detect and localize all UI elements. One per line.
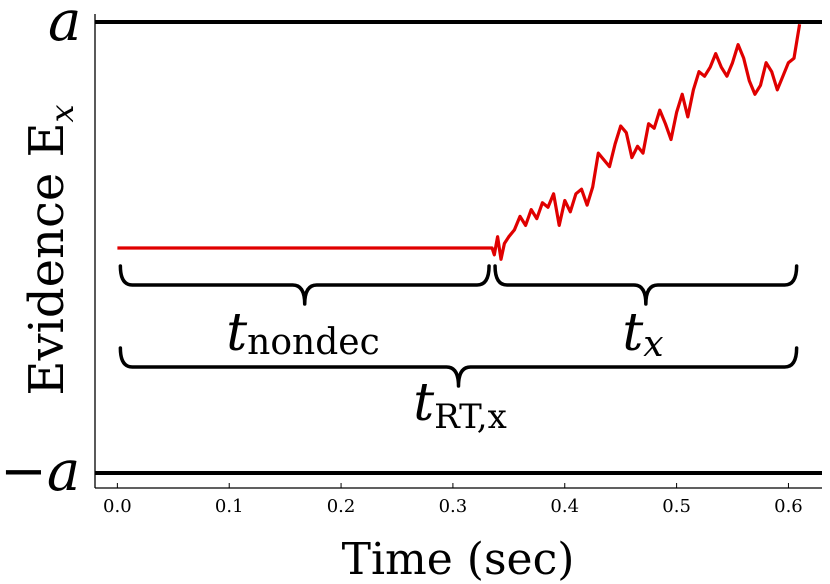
t-nondec-sub: nondec — [247, 322, 380, 363]
t-x-main: t — [622, 303, 643, 363]
x-tick-label: 0.0 — [103, 496, 132, 517]
x-tick-label: 0.6 — [774, 496, 803, 517]
brace-0 — [118, 264, 491, 306]
t-x-label: tx — [622, 303, 663, 365]
x-tick-label: 0.1 — [215, 496, 244, 517]
t-rt-main: t — [413, 373, 434, 433]
y-axis-label-main: Evidence E — [19, 122, 75, 395]
y-axis-label: Evidence Ex — [19, 104, 81, 395]
t-x-sub: x — [643, 324, 663, 365]
brace-2 — [118, 346, 799, 388]
lower-bound-label: −a — [0, 439, 80, 504]
t-nondec-label: tnondec — [226, 303, 379, 363]
x-tick-label: 0.5 — [662, 496, 691, 517]
x-axis-label: Time (sec) — [342, 534, 575, 584]
brace-1 — [493, 264, 799, 306]
y-axis-label-sub: x — [43, 104, 81, 122]
x-tick-label: 0.4 — [550, 496, 579, 517]
x-tick-label: 0.3 — [439, 496, 468, 517]
evidence-series-line — [117, 24, 802, 261]
x-tick-label: 0.2 — [327, 496, 356, 517]
t-nondec-main: t — [226, 303, 247, 363]
upper-bound-label: a — [48, 0, 81, 54]
t-rt-sub: RT,x — [434, 397, 507, 437]
t-rt-label: tRT,x — [413, 373, 507, 437]
